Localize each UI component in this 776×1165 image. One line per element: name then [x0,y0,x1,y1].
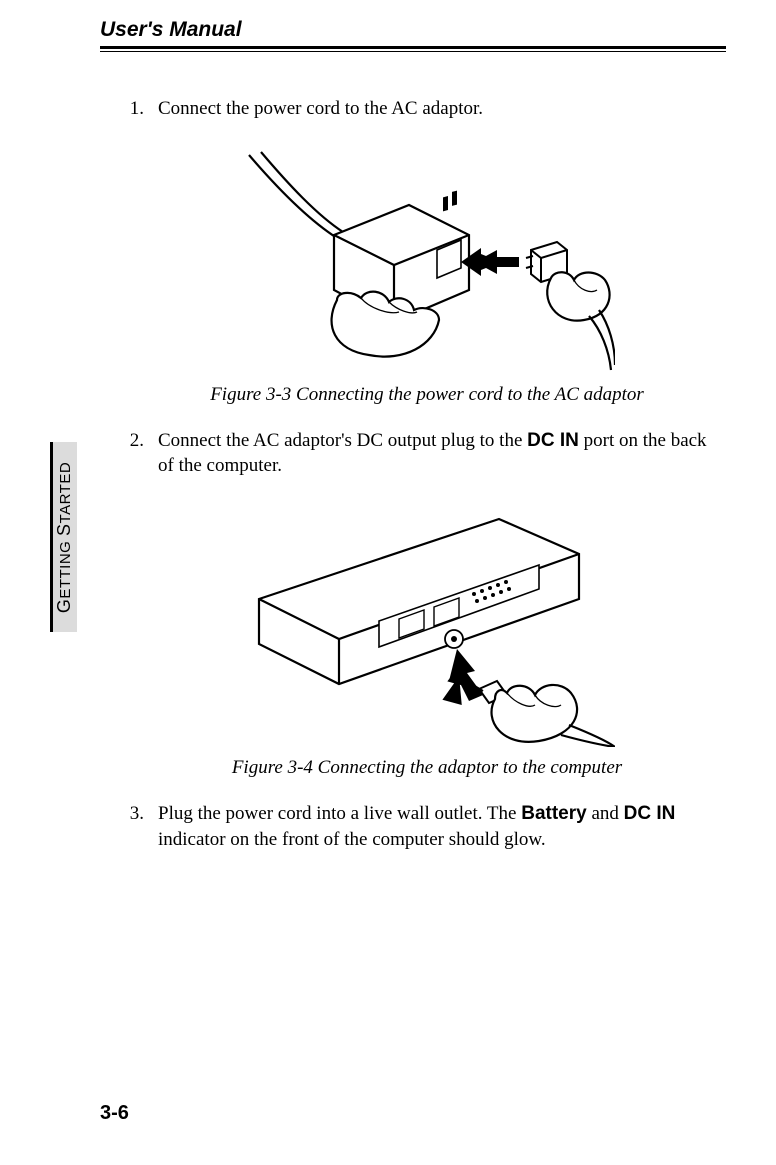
header-title: User's Manual [100,18,726,42]
step-3: 3. Plug the power cord into a live wall … [128,801,726,852]
manual-page: User's Manual GETTING STARTED 1. Connect… [0,0,776,1165]
page-number: 3-6 [100,1102,129,1125]
step-1: 1. Connect the power cord to the AC adap… [128,96,726,122]
step-2: 2. Connect the AC adaptor's DC output pl… [128,428,726,479]
ac-adaptor-illustration [239,150,615,374]
header-rule-thick [100,46,726,49]
step-text: Connect the AC adaptor's DC output plug … [158,428,726,479]
content-area: 1. Connect the power cord to the AC adap… [100,52,726,852]
step-text: Connect the power cord to the AC adaptor… [158,96,726,122]
computer-port-illustration [239,489,615,747]
step-number: 1. [128,96,158,122]
step-number: 2. [128,428,158,479]
figure-3-3-caption: Figure 3-3 Connecting the power cord to … [128,384,726,406]
step-number: 3. [128,801,158,852]
figure-3-3: Figure 3-3 Connecting the power cord to … [128,150,726,406]
figure-3-4: Figure 3-4 Connecting the adaptor to the… [128,489,726,779]
step-text: Plug the power cord into a live wall out… [158,801,726,852]
section-tab-label: GETTING STARTED [55,461,76,612]
section-tab: GETTING STARTED [50,442,77,632]
figure-3-4-caption: Figure 3-4 Connecting the adaptor to the… [128,757,726,779]
